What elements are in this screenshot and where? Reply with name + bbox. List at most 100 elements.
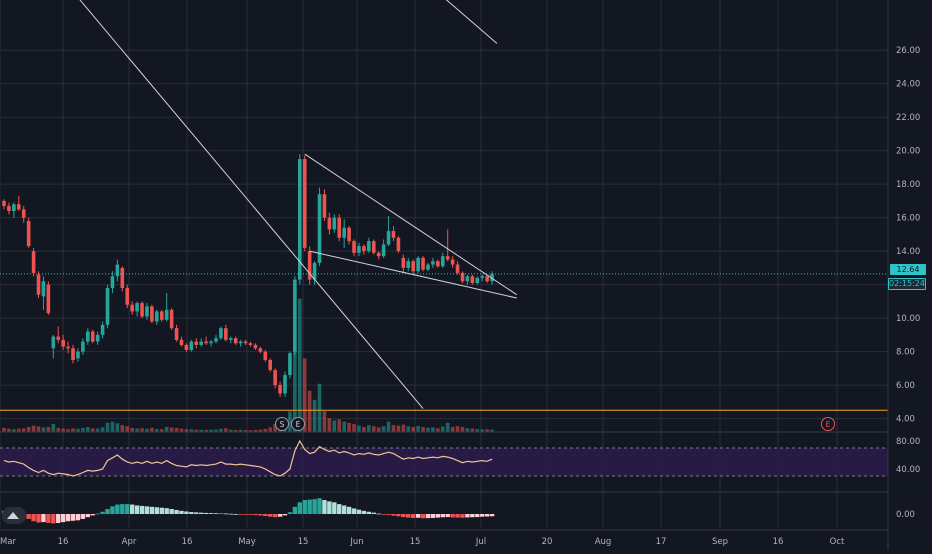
volume-bar <box>248 430 253 432</box>
candle-body <box>204 341 208 344</box>
macd-histogram-bar <box>75 514 81 521</box>
macd-histogram-bar <box>253 514 258 516</box>
candle-body <box>455 264 460 273</box>
volume-bar <box>268 427 273 432</box>
macd-histogram-bar <box>110 506 115 514</box>
volume-bar <box>90 428 95 432</box>
volume-bar <box>46 426 51 432</box>
volume-bar <box>179 428 184 432</box>
trendline <box>79 0 424 409</box>
candle-body <box>219 328 223 339</box>
trendline <box>304 153 517 296</box>
time-tick-label: Oct <box>830 537 845 547</box>
volume-bar <box>100 427 105 432</box>
macd-histogram-bar <box>203 512 209 514</box>
candle-body <box>140 303 144 317</box>
price-tick-label: 14.00 <box>896 247 920 257</box>
candle-body <box>342 227 346 238</box>
macd-histogram-bar <box>258 514 263 516</box>
macd-histogram-bar <box>248 514 253 515</box>
macd-histogram-bar <box>346 506 352 514</box>
candle-body <box>159 311 164 320</box>
volume-bar <box>307 390 312 432</box>
candle-body <box>485 276 489 282</box>
macd-histogram-bar <box>46 514 51 523</box>
volume-bar <box>411 426 415 432</box>
volume-bar <box>12 429 16 432</box>
macd-histogram-bar <box>484 514 490 517</box>
event-marker-label: E <box>826 420 831 429</box>
volume-bar <box>273 423 277 432</box>
candle-body <box>362 246 366 252</box>
macd-histogram-bar <box>115 504 120 514</box>
volume-bar <box>322 411 327 432</box>
macd-histogram-bar <box>322 500 327 514</box>
candle-body <box>450 259 455 265</box>
candle-body <box>95 334 100 342</box>
volume-bar <box>110 421 115 432</box>
macd-histogram-bar <box>189 512 194 514</box>
candle-body <box>81 341 85 352</box>
macd-histogram-bar <box>100 511 105 514</box>
candle-body <box>273 370 277 386</box>
macd-histogram-bar <box>31 514 36 522</box>
event-marker-label: E <box>296 420 301 429</box>
price-tick-label: 18.00 <box>896 180 920 190</box>
candle-body <box>26 221 31 247</box>
macd-histogram-bar <box>415 514 421 518</box>
macd-histogram-bar <box>184 511 189 514</box>
macd-histogram-bar <box>440 514 445 518</box>
volume-bar <box>490 429 494 432</box>
volume-bar <box>302 358 307 432</box>
volume-bar <box>431 427 435 432</box>
candle-body <box>56 336 61 340</box>
volume-bar <box>189 429 194 432</box>
candle-body <box>110 276 115 288</box>
volume-bar <box>71 428 75 432</box>
event-marker-circle <box>821 417 835 431</box>
candle-body <box>248 343 253 345</box>
candle-body <box>381 244 386 257</box>
volume-bar <box>155 429 159 432</box>
candle-body <box>352 241 356 253</box>
macd-histogram-bar <box>480 514 485 517</box>
macd-histogram-bar <box>450 514 455 518</box>
time-tick-label: Sep <box>712 537 728 547</box>
macd-histogram-bar <box>287 512 293 514</box>
candle-body <box>470 276 475 283</box>
macd-histogram-bar <box>85 514 91 518</box>
candle-body <box>426 264 430 270</box>
rsi-line <box>3 439 493 477</box>
macd-histogram-bar <box>169 509 174 514</box>
candle-body <box>357 246 361 253</box>
candle-body <box>12 204 16 211</box>
time-tick-label: Jun <box>349 537 363 547</box>
volume-bar <box>31 425 36 432</box>
candle-body <box>440 256 445 267</box>
candle-body <box>214 338 218 342</box>
volume-bar <box>76 428 80 432</box>
macd-histogram-bar <box>268 514 273 517</box>
candle-body <box>224 328 228 340</box>
volume-bar <box>362 426 366 432</box>
candle-body <box>391 231 396 238</box>
candle-body <box>189 341 194 350</box>
candle-body <box>445 256 450 260</box>
candle-body <box>179 339 184 345</box>
rsi-tick-label: 80.00 <box>896 437 920 447</box>
volume-bar <box>298 298 302 432</box>
candle-body <box>41 281 46 297</box>
macd-histogram-bar <box>277 514 283 517</box>
candle-body <box>228 338 233 340</box>
volume-bar <box>381 426 386 432</box>
event-marker: E <box>821 417 835 431</box>
macd-histogram-bar <box>238 514 243 515</box>
volume-bar <box>312 399 317 432</box>
macd-histogram-bar <box>159 507 164 514</box>
volume-bar <box>426 427 430 432</box>
macd-histogram-bar <box>36 514 41 523</box>
candle-body <box>253 344 258 349</box>
